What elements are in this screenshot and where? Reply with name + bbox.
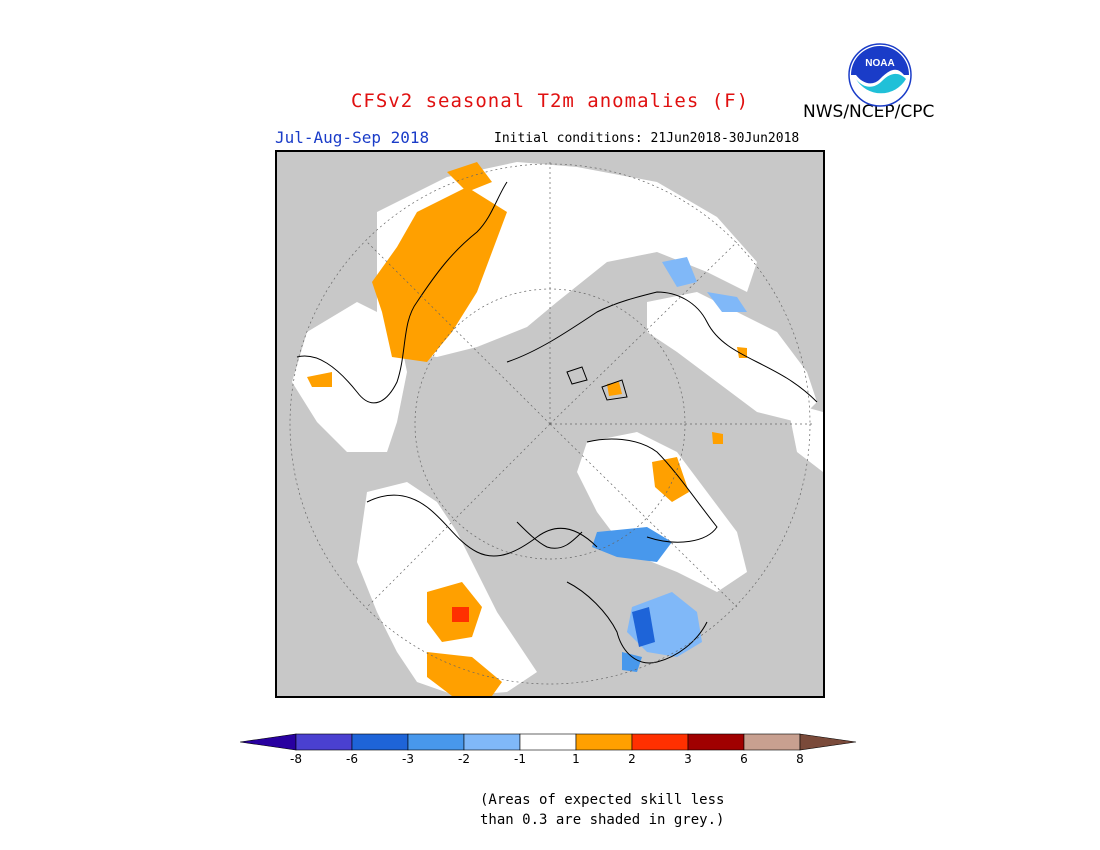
legend-bin [295,733,353,751]
forecast-period: Jul-Aug-Sep 2018 [275,128,430,147]
skill-note-line2: than 0.3 are shaded in grey.) [480,812,725,828]
legend-bin [631,733,689,751]
legend-bin [575,733,633,751]
polar-map [275,150,825,698]
legend-tick-label: 3 [684,752,692,766]
legend-tick-label: -2 [458,752,470,766]
skill-note-line1: (Areas of expected skill less [480,792,725,808]
agency-label: NWS/NCEP/CPC [803,102,935,122]
noaa-logo-text: NOAA [865,58,894,69]
legend-bin [743,733,801,751]
color-legend-bar [239,733,862,755]
legend-tick-label: 2 [628,752,636,766]
latlon-grid [289,162,812,685]
legend-tick-label: 1 [572,752,580,766]
warm-anomaly-areas [307,162,747,696]
legend-bin [463,733,521,751]
coastlines [296,181,818,664]
legend-arrow-left [239,733,297,751]
initial-conditions: Initial conditions: 21Jun2018-30Jun2018 [494,131,800,146]
legend-tick-label: -3 [402,752,414,766]
white-land-areas [292,162,823,696]
cool-anomaly-areas [592,257,747,672]
legend-tick-label: 8 [796,752,804,766]
legend-tick-label: -8 [290,752,302,766]
legend-arrow-right [799,733,857,751]
legend-bin [687,733,745,751]
map-title: CFSv2 seasonal T2m anomalies (F) [350,90,750,112]
legend-tick-label: -1 [514,752,526,766]
legend-tick-label: 6 [740,752,748,766]
polar-map-canvas [277,152,823,696]
legend-bin [407,733,465,751]
legend-bin [351,733,409,751]
noaa-logo: NOAA [848,43,912,111]
legend-tick-label: -6 [346,752,358,766]
legend-bin [519,733,577,751]
